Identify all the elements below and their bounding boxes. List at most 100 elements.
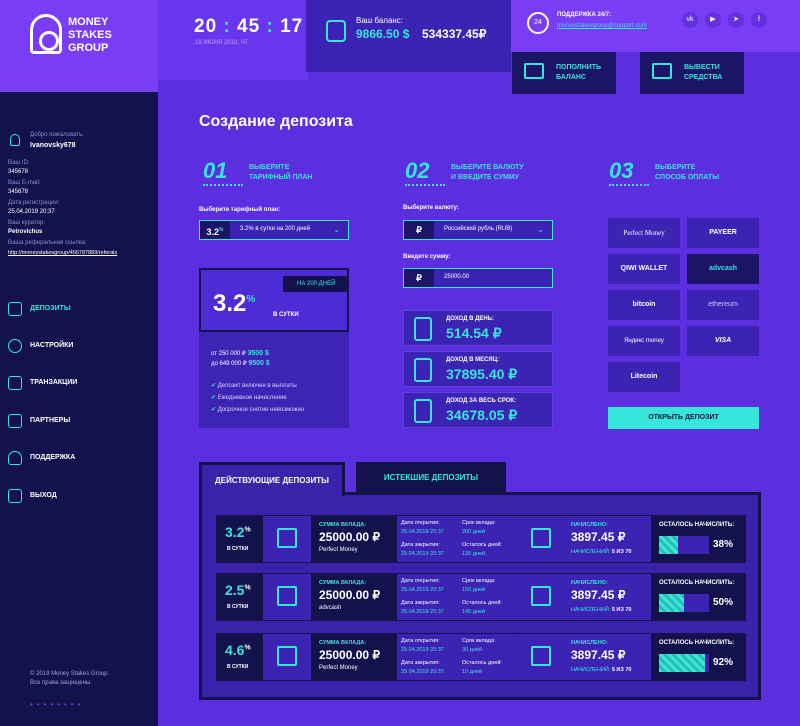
youtube-icon[interactable]: ▶ [705, 12, 721, 28]
deposit-out-icon [519, 634, 565, 680]
pay-litecoin[interactable]: Litecoin [608, 362, 680, 392]
deposit-rate: 3.2% В СУТКИ [217, 516, 263, 562]
email-value: 345678 [8, 189, 29, 195]
curator-value: Petrovichus [8, 229, 43, 235]
amount-label: Введите сумму: [403, 254, 451, 260]
deposit-row: 3.2% В СУТКИ СУММА ВКЛАДА: 25000.00 ₽ Perfec… [216, 515, 746, 563]
pay-ethereum[interactable]: ethereum [687, 290, 759, 320]
nav-support[interactable]: ПОДДЕРЖКА [8, 449, 148, 469]
pay-visa[interactable]: VISA [687, 326, 759, 356]
deposit-dates: Дата открытия: 25.04.2019 20:37 Дата закры… [397, 574, 457, 620]
range-from: от 250 000 ₽ 3500 $ [211, 350, 269, 357]
facebook-icon[interactable]: f [751, 12, 767, 28]
deposit-out-icon [519, 574, 565, 620]
nav-label: ПАРТНЕРЫ [30, 417, 71, 424]
tariff-per: В СУТКИ [273, 312, 299, 318]
deposit-remaining: ОСТАЛОСЬ НАЧИСЛИТЬ: 38% [651, 516, 745, 562]
nav-settings[interactable]: НАСТРОЙКИ [8, 337, 148, 357]
payment-method: Perfect Money [319, 547, 358, 553]
open-deposit-button[interactable]: ОТКРЫТЬ ДЕПОЗИТ [608, 407, 759, 429]
progress-fill [659, 654, 705, 672]
support-panel: 24 ПОДДЕРЖКА 24/7: moneystakesgroup@supp… [511, 0, 800, 52]
ref-link[interactable]: http://moneystakesgroup/456787889/refera… [8, 250, 118, 256]
withdraw-button[interactable]: ВЫВЕСТИ СРЕДСТВА [640, 52, 744, 94]
vk-icon[interactable]: vk [682, 12, 698, 28]
page-title: Создание депозита [199, 113, 353, 130]
currency-select[interactable]: ₽ Российский рубль (RUB) ⌄ [403, 220, 553, 240]
currency-label: Выберите валюту: [403, 205, 459, 211]
nav-deposits[interactable]: ДЕПОЗИТЫ [8, 300, 148, 320]
days-badge: НА 200 ДНЕЙ [283, 276, 349, 292]
support-email[interactable]: moneystakesgroup@support.com [557, 23, 647, 29]
pay-bitcoin[interactable]: bitcoin [608, 290, 680, 320]
ruble-icon: ₽ [404, 269, 434, 287]
step-2: 02 ВЫБЕРИТЕ ВАЛЮТУ И ВВЕДИТЕ СУММУ [405, 158, 545, 188]
ruble-icon: ₽ [404, 221, 434, 239]
step-1: 01 ВЫБЕРИТЕ ТАРИФНЫЙ ПЛАН [203, 158, 343, 188]
deposit-term: Срок вклада: 150 дней Осталось дней: 145 дн… [458, 574, 518, 620]
deposit-remaining: ОСТАЛОСЬ НАЧИСЛИТЬ: 50% [651, 574, 745, 620]
pay-advcash[interactable]: advcash [687, 254, 759, 284]
deposit-term: Срок вклада: 200 дней Осталось дней: 135 дн… [458, 516, 518, 562]
user-login: Ivanovsky678 [30, 142, 76, 149]
exit-icon [8, 489, 22, 503]
pay-perfect-money[interactable]: Perfect Money [608, 218, 680, 248]
nav-logout[interactable]: ВЫХОД [8, 487, 148, 507]
feature-2: Ежедневное начисление [211, 394, 287, 401]
coins-icon [414, 399, 432, 423]
nav-label: ДЕПОЗИТЫ [30, 305, 71, 312]
deposit-sum: СУММА ВКЛАДА: 25000.00 ₽ Perfect Money [311, 634, 397, 680]
copyright: © 2019 Money Stakes Group. Все права защи… [30, 671, 110, 686]
tab-expired-deposits[interactable]: ИСТЕКШИЕ ДЕПОЗИТЫ [356, 462, 506, 494]
plan-value: 3.2% в сутки на 200 дней [240, 226, 311, 232]
coins-icon [326, 20, 346, 42]
topup-button[interactable]: ПОПОЛНИТЬ БАЛАНС [512, 52, 616, 94]
balance-panel: Ваш баланс: 9866.50 $ 534337.45₽ [306, 0, 511, 72]
currency-value: Российский рубль (RUB) [444, 226, 513, 232]
safe-icon [8, 302, 22, 316]
feature-1: Депозит включен в выплаты [211, 382, 297, 389]
deposit-dates: Дата открытия: 25.04.2019 20:37 Дата закры… [397, 634, 457, 680]
deposit-rate: 4.6% В СУТКИ [217, 634, 263, 680]
payment-method: advcash [319, 605, 342, 611]
clock-date: 19 ИЮНЯ 2019, ЧТ [195, 40, 249, 46]
deposit-sum: СУММА ВКЛАДА: 25000.00 ₽ advcash [311, 574, 397, 620]
balance-usd: 9866.50 $ [356, 27, 410, 41]
deposits-panel: 3.2% В СУТКИ СУММА ВКЛАДА: 25000.00 ₽ Perfec… [199, 492, 761, 700]
coins-icon [414, 317, 432, 341]
nav-partners[interactable]: ПАРТНЕРЫ [8, 412, 148, 432]
clock: 20 : 45 : 17 19 ИЮНЯ 2019, ЧТ [158, 0, 308, 80]
plan-label: Выберите тарифный план: [199, 207, 281, 213]
income-total: ДОХОД ЗА ВЕСЬ СРОК: 34678.05 ₽ [403, 392, 553, 428]
deposit-accrued: НАЧИСЛЕНО: 3897.45 ₽ НАЧИСЛЕНИЙ: 5 ИЗ 70 [565, 516, 651, 562]
progress-fill [659, 536, 678, 554]
income-day: ДОХОД В ДЕНЬ: 514.54 ₽ [403, 310, 553, 346]
pay-qiwi[interactable]: QIWI WALLET [608, 254, 680, 284]
logo[interactable]: MONEY STAKES GROUP [0, 0, 158, 92]
headset-icon [8, 451, 22, 465]
amount-input[interactable]: ₽ 25000.00 [403, 268, 553, 288]
reg-label: Дата регистрации: [8, 200, 60, 206]
nav-transactions[interactable]: ТРАНЗАКЦИИ [8, 374, 148, 394]
id-label: Ваш ID: [8, 160, 30, 166]
telegram-icon[interactable]: ➤ [728, 12, 744, 28]
chevron-down-icon: ⌄ [537, 225, 544, 234]
deposit-accrued: НАЧИСЛЕНО: 3897.45 ₽ НАЧИСЛЕНИЙ: 5 ИЗ 70 [565, 634, 651, 680]
range-to: до 649 000 ₽ 9500 $ [211, 360, 270, 367]
sidebar: Добро пожаловать, Ivanovsky678 Ваш ID: 3… [0, 92, 158, 726]
topup-label: ПОПОЛНИТЬ БАЛАНС [556, 64, 602, 81]
ref-label: Ваша реферальная ссылка: [8, 240, 87, 246]
nav-label: ВЫХОД [30, 492, 57, 499]
deposit-sum: СУММА ВКЛАДА: 25000.00 ₽ Perfect Money [311, 516, 397, 562]
deposit-dates: Дата открытия: 25.04.2019 20:37 Дата закры… [397, 516, 457, 562]
logo-mark-icon [30, 14, 62, 54]
email-label: Ваш E-mail: [8, 180, 41, 186]
welcome-text: Добро пожаловать, [30, 132, 84, 138]
gear-icon [8, 339, 22, 353]
pay-payeer[interactable]: PAYEER [687, 218, 759, 248]
support-24-icon: 24 [527, 12, 549, 34]
tab-active-deposits[interactable]: ДЕЙСТВУЮЩИЕ ДЕПОЗИТЫ [199, 462, 345, 496]
deposit-in-icon [263, 634, 311, 680]
plan-select[interactable]: 3.2% 3.2% в сутки на 200 дней ⌄ [199, 220, 349, 240]
pay-yandex[interactable]: Яндекс money [608, 326, 680, 356]
